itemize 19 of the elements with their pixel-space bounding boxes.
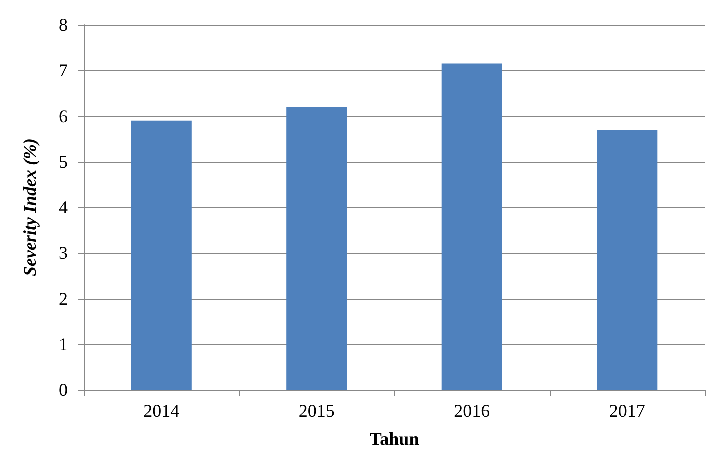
bar (597, 130, 658, 390)
y-tick-label: 8 (59, 15, 68, 35)
y-tick-label: 0 (59, 380, 68, 400)
y-axis-title: Severity Index (%) (20, 138, 40, 276)
y-tick-label: 4 (59, 198, 68, 218)
y-tick-label: 7 (59, 60, 68, 81)
y-tick-label: 1 (59, 334, 68, 354)
y-tick-label: 5 (59, 152, 68, 172)
x-tick-label: 2015 (298, 401, 335, 421)
y-tick-label: 3 (59, 243, 68, 264)
bar (442, 64, 502, 390)
y-tick-label: 6 (59, 106, 68, 126)
x-tick-label: 2016 (454, 401, 490, 421)
bar (131, 120, 192, 390)
x-tick-label: 2017 (609, 401, 646, 421)
x-axis-title: Tahun (370, 429, 420, 449)
bar (286, 107, 348, 390)
y-tick-label: 2 (59, 288, 68, 309)
x-tick-label: 2014 (144, 401, 180, 421)
